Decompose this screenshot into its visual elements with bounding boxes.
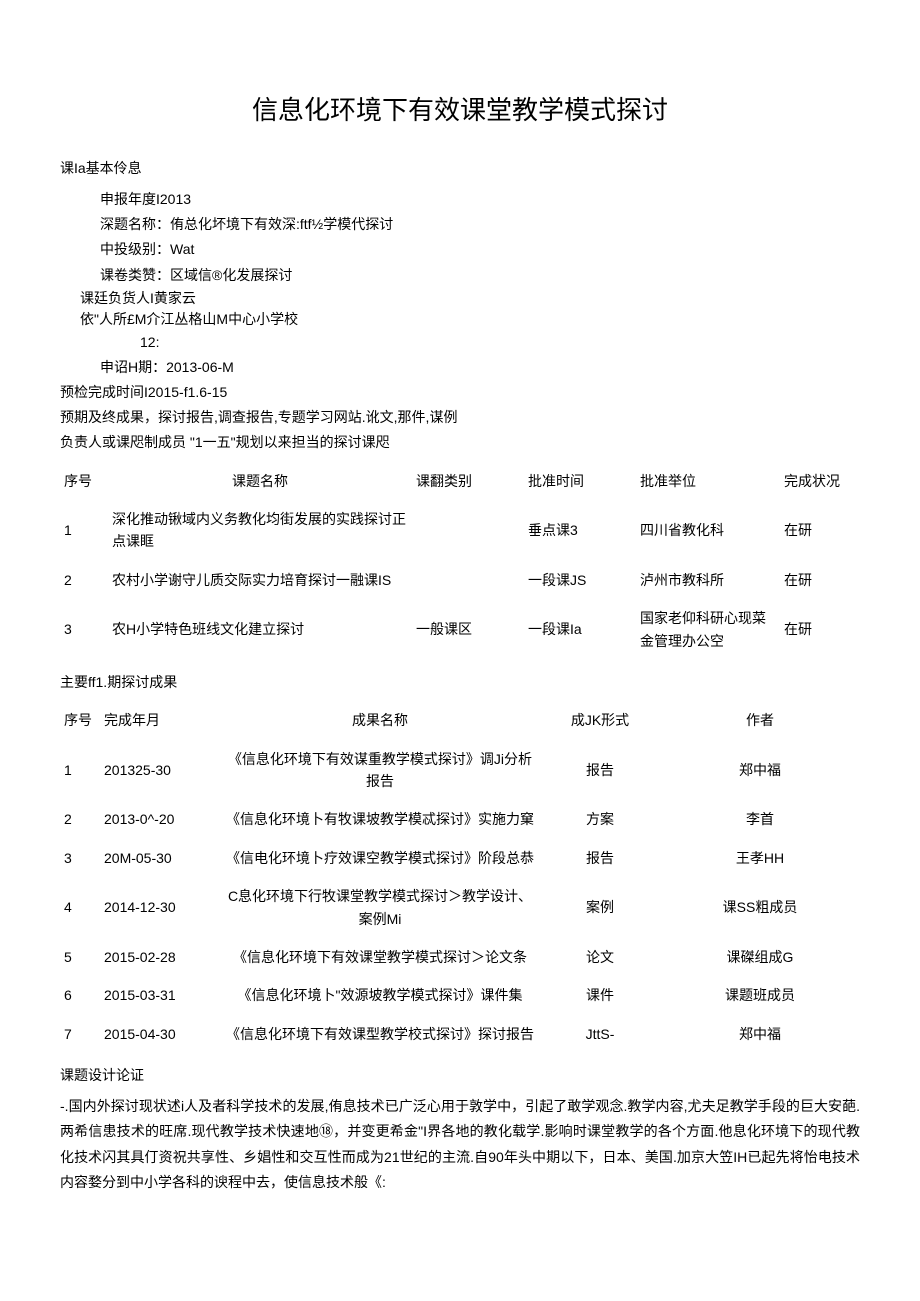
cell-date: 201325-30 xyxy=(100,740,220,801)
level-line: 中投级别：Wat xyxy=(100,237,860,262)
cell-status: 在研 xyxy=(780,500,860,561)
table-row: 1 201325-30 《信息化环境下有效谋重教学模式探讨》调Ji分析报告 报告… xyxy=(60,740,860,801)
basic-info-header: 课Ia基本伶息 xyxy=(60,157,860,179)
col-seq-header: 序号 xyxy=(60,462,108,500)
cell-author: 郑中福 xyxy=(660,1015,860,1053)
cell-type xyxy=(412,500,524,561)
expected-line: 预期及终成果，探讨报告,调查报告,专题学习网站.讹文,那件,谋例 xyxy=(60,405,860,430)
col-seq-header: 序号 xyxy=(60,701,100,739)
cell-time: 一段课JS xyxy=(524,561,636,599)
design-header: 课题设计论证 xyxy=(60,1063,860,1088)
cell-date: 2015-02-28 xyxy=(100,938,220,976)
col-form-header: 成JK形式 xyxy=(540,701,660,739)
col-status-header: 完成状况 xyxy=(780,462,860,500)
cell-name: 深化推动锹域内义务教化均街发展的实践探讨正点课眶 xyxy=(108,500,412,561)
leader-line: 课廷负货人I黄家云 xyxy=(80,288,860,309)
col-time-header: 批准时间 xyxy=(524,462,636,500)
finish-date-line: 预检完成时间I2015-f1.6-15 xyxy=(60,380,860,405)
cell-time: 一段课Ia xyxy=(524,599,636,660)
cell-name: 《信息化环境卜"效源坡教学模式探讨》课件集 xyxy=(220,976,540,1014)
table-row: 4 2014-12-30 C息化环境下行牧课堂教学模式探讨＞教学设计、案例Mi … xyxy=(60,877,860,938)
cell-seq: 1 xyxy=(60,740,100,801)
cell-time: 垂点课3 xyxy=(524,500,636,561)
cell-form: 报告 xyxy=(540,839,660,877)
col-author-header: 作者 xyxy=(660,701,860,739)
table-row: 2 2013-0^-20 《信息化环境卜有牧课坡教学模忒探讨》实施力窠 方案 李… xyxy=(60,800,860,838)
members-line: 负责人或课咫制成员 "1一五"规划以来担当的探讨课咫 xyxy=(60,430,860,455)
projects-table: 序号 课题名称 课翻类别 批准时间 批准举位 完成状况 1 深化推动锹域内义务教… xyxy=(60,462,860,660)
col-name-header: 成果名称 xyxy=(220,701,540,739)
unit-line: 依"人所£M介江丛格山M中心小学校 xyxy=(80,309,860,330)
document-title: 信息化环境下有效课堂教学模式探讨 xyxy=(60,90,860,132)
col-date-header: 完成年月 xyxy=(100,701,220,739)
table-row: 2 农村小学谢守儿质交际实力培育探讨一融课IS 一段课JS 泸州市教科所 在研 xyxy=(60,561,860,599)
table-row: 3 20M-05-30 《信电化环境卜疗效课空教学模式探讨》阶段总恭 报告 王孝… xyxy=(60,839,860,877)
table-row: 1 深化推动锹域内义务教化均街发展的实践探讨正点课眶 垂点课3 四川省教化科 在… xyxy=(60,500,860,561)
cell-author: 课题班成员 xyxy=(660,976,860,1014)
table-row: 5 2015-02-28 《信息化环境下有效课堂教学模式探讨＞论文条 论文 课磔… xyxy=(60,938,860,976)
col-unit-header: 批准举位 xyxy=(636,462,780,500)
cell-seq: 1 xyxy=(60,500,108,561)
cell-name: 《信息化环境下有效课型教学校式探讨》探讨报告 xyxy=(220,1015,540,1053)
cell-form: JttS- xyxy=(540,1015,660,1053)
cell-name: 《信电化环境卜疗效课空教学模式探讨》阶段总恭 xyxy=(220,839,540,877)
cell-author: 课磔组成G xyxy=(660,938,860,976)
cell-author: 郑中福 xyxy=(660,740,860,801)
cell-unit: 四川省教化科 xyxy=(636,500,780,561)
cell-form: 论文 xyxy=(540,938,660,976)
cell-form: 报告 xyxy=(540,740,660,801)
topic-line: 深题名称：侑总化坏境下有效深:ftf½学模代探讨 xyxy=(100,212,860,237)
cell-seq: 5 xyxy=(60,938,100,976)
cell-date: 20M-05-30 xyxy=(100,839,220,877)
cell-seq: 7 xyxy=(60,1015,100,1053)
cell-name: 《信息化环境卜有牧课坡教学模忒探讨》实施力窠 xyxy=(220,800,540,838)
year-line: 申报年度I2013 xyxy=(100,187,860,212)
cell-author: 王孝HH xyxy=(660,839,860,877)
col-name-header: 课题名称 xyxy=(108,462,412,500)
cell-name: 农村小学谢守儿质交际实力培育探讨一融课IS xyxy=(108,561,412,599)
cell-author: 李首 xyxy=(660,800,860,838)
cell-form: 方案 xyxy=(540,800,660,838)
cell-status: 在研 xyxy=(780,561,860,599)
body-paragraph: -.国内外探讨现状述i人及者科学技术的发展,侑息技术已广泛心用于敦学中，引起了敢… xyxy=(60,1094,860,1195)
cell-name: 农H小学特色班线文化建立探讨 xyxy=(108,599,412,660)
col-type-header: 课翻类别 xyxy=(412,462,524,500)
cell-date: 2013-0^-20 xyxy=(100,800,220,838)
table-row: 6 2015-03-31 《信息化环境卜"效源坡教学模式探讨》课件集 课件 课题… xyxy=(60,976,860,1014)
apply-date-line: 申诏H期：2013-06-M xyxy=(100,355,860,380)
cell-date: 2014-12-30 xyxy=(100,877,220,938)
cell-seq: 4 xyxy=(60,877,100,938)
cell-date: 2015-03-31 xyxy=(100,976,220,1014)
results-header: 主要ff1.期探讨成果 xyxy=(60,670,860,695)
cell-type xyxy=(412,561,524,599)
cell-name: 《信息化环境下有效谋重教学模式探讨》调Ji分析报告 xyxy=(220,740,540,801)
cell-seq: 6 xyxy=(60,976,100,1014)
cell-form: 案例 xyxy=(540,877,660,938)
cell-name: C息化环境下行牧课堂教学模式探讨＞教学设计、案例Mi xyxy=(220,877,540,938)
cell-type: 一般课区 xyxy=(412,599,524,660)
cell-form: 课件 xyxy=(540,976,660,1014)
num-line: 12: xyxy=(140,330,860,355)
cell-date: 2015-04-30 xyxy=(100,1015,220,1053)
category-line: 课卷类赞：区域信®化发展探讨 xyxy=(100,263,860,288)
cell-author: 课SS粗成员 xyxy=(660,877,860,938)
cell-status: 在研 xyxy=(780,599,860,660)
results-table: 序号 完成年月 成果名称 成JK形式 作者 1 201325-30 《信息化环境… xyxy=(60,701,860,1053)
table-row: 7 2015-04-30 《信息化环境下有效课型教学校式探讨》探讨报告 JttS… xyxy=(60,1015,860,1053)
cell-name: 《信息化环境下有效课堂教学模式探讨＞论文条 xyxy=(220,938,540,976)
cell-seq: 3 xyxy=(60,599,108,660)
table-header-row: 序号 课题名称 课翻类别 批准时间 批准举位 完成状况 xyxy=(60,462,860,500)
table-row: 3 农H小学特色班线文化建立探讨 一般课区 一段课Ia 国家老仰科研心现菜金管理… xyxy=(60,599,860,660)
cell-seq: 3 xyxy=(60,839,100,877)
table-header-row: 序号 完成年月 成果名称 成JK形式 作者 xyxy=(60,701,860,739)
cell-unit: 国家老仰科研心现菜金管理办公空 xyxy=(636,599,780,660)
cell-seq: 2 xyxy=(60,800,100,838)
cell-seq: 2 xyxy=(60,561,108,599)
cell-unit: 泸州市教科所 xyxy=(636,561,780,599)
